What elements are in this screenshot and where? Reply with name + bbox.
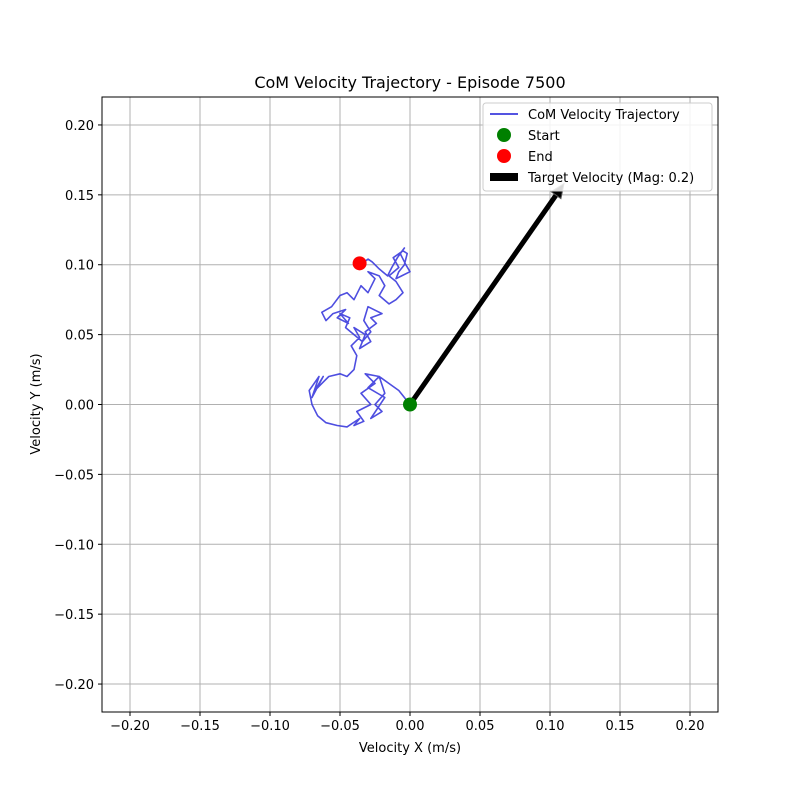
y-axis-ticks: −0.20 −0.15 −0.10 −0.05 0.00 0.05 0.10 0.15 0.20 [54,119,102,693]
y-tick-label: 0.20 [65,119,94,134]
y-tick-label: 0.10 [65,259,94,274]
y-tick-label: 0.15 [65,189,94,204]
trajectory-line [308,247,411,428]
legend-label-com-velocity-trajectory: CoM Velocity Trajectory [528,108,680,123]
legend: CoM Velocity Trajectory Start End Target Ve… [482,102,713,192]
chart-title: CoM Velocity Trajectory - Episode 7500 [254,73,565,92]
y-axis-label: Velocity Y (m/s) [29,353,44,454]
y-tick-label: 0.05 [65,329,94,344]
legend-label-target-velocity-mag-0-2: Target Velocity (Mag: 0.2) [527,171,694,186]
y-tick-label: 0.00 [65,399,94,414]
end-marker [352,256,367,271]
y-tick-label: −0.05 [54,468,94,483]
y-tick-label: −0.20 [54,678,94,693]
x-axis-ticks: −0.20 −0.15 −0.10 −0.05 0.00 0.05 0.10 0.15 0.20 [110,712,704,734]
x-tick-label: −0.15 [180,719,220,734]
x-tick-label: −0.20 [110,719,150,734]
legend-label-end: End [528,150,553,165]
legend-swatch-start [497,128,511,142]
legend-swatch-end [497,149,511,163]
legend-swatch-target-velocity-mag-0-2 [490,173,518,181]
target-arrow-layer [407,182,565,406]
markers-layer [352,256,417,412]
x-tick-label: −0.10 [250,719,290,734]
target-velocity-arrow-shaft [407,193,559,406]
x-tick-label: 0.15 [606,719,635,734]
trajectory-layer [308,247,411,428]
x-tick-label: 0.00 [396,719,425,734]
x-tick-label: −0.05 [320,719,360,734]
legend-box [482,102,713,192]
x-tick-label: 0.05 [466,719,495,734]
y-tick-label: −0.15 [54,608,94,623]
x-axis-label: Velocity X (m/s) [359,741,461,756]
y-tick-label: −0.10 [54,538,94,553]
x-tick-label: 0.10 [536,719,565,734]
x-tick-label: 0.20 [676,719,705,734]
legend-label-start: Start [528,129,560,144]
start-marker [403,397,417,412]
